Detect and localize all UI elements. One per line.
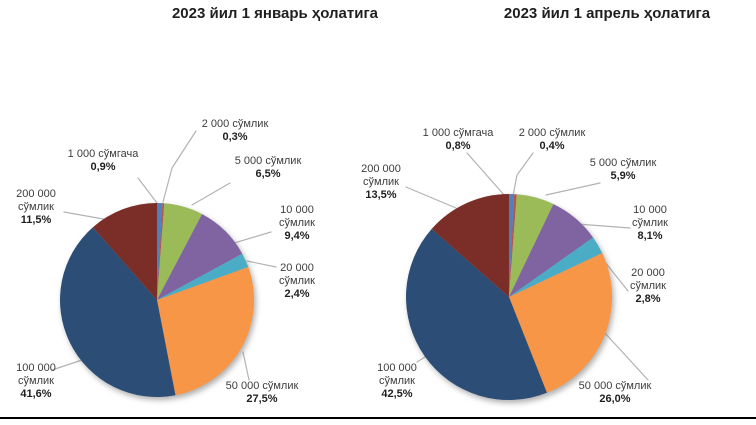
slice-category-label: 50 000 сўмлик	[225, 380, 299, 392]
leader-line	[603, 331, 649, 381]
slice-category-label: 100 000 сўмлик	[377, 362, 417, 387]
slice-percent-label: 9,4%	[284, 230, 310, 242]
leader-line	[466, 152, 506, 197]
chart-title-january: 2023 йил 1 январь ҳолатига	[171, 5, 379, 22]
pie-slice-50-000-сўмлик	[509, 253, 613, 393]
slice-percent-label: 2,8%	[635, 293, 661, 305]
slice-percent-label: 26,0%	[599, 393, 631, 405]
pie-slice-10-000-сўмлик	[509, 204, 594, 297]
slice-category-label: 200 000 сўмлик	[361, 163, 401, 188]
callout-apr-20000: 20 000 сўмлик 2,8%	[618, 267, 678, 306]
pie-slice-10-000-сўмлик	[157, 214, 243, 300]
callout-jan-50000: 50 000 сўмлик 27,5%	[206, 380, 318, 406]
leader-line	[230, 231, 272, 245]
pie-slice-20-000-сўмлик	[157, 253, 249, 300]
slice-percent-label: 0,9%	[90, 161, 116, 173]
leader-line	[162, 130, 197, 203]
slice-category-label: 5 000 сўмлик	[234, 155, 302, 167]
slice-percent-label: 11,5%	[20, 214, 52, 226]
slice-category-label: 10 000 сўмлик	[279, 204, 315, 229]
pie-slice-2-000-сўмлик	[509, 194, 517, 297]
leader-line	[137, 177, 158, 204]
pie-slice-100-000-сўмлик	[405, 228, 547, 401]
slice-percent-label: 6,5%	[255, 168, 281, 180]
bottom-border-line	[0, 417, 756, 419]
callout-jan-100000: 100 000 сўмлик 41,6%	[7, 362, 65, 401]
pie-january	[59, 202, 255, 398]
leader-line	[405, 186, 457, 209]
callout-jan-10000: 10 000 сўмлик 9,4%	[267, 204, 327, 243]
slice-category-label: 200 000 сўмлик	[16, 188, 56, 213]
callout-jan-2000: 2 000 сўмлик 0,3%	[179, 118, 291, 144]
callout-jan-20000: 20 000 сўмлик 2,4%	[267, 262, 327, 301]
pie-slice-5-000-сўмлик	[509, 194, 554, 297]
callout-apr-5000: 5 000 сўмлик 5,9%	[567, 157, 679, 183]
slice-category-label: 10 000 сўмлик	[632, 204, 668, 229]
pie-slice-50-000-сўмлик	[157, 267, 255, 396]
chart-title-april: 2023 йил 1 апрель ҳолатига	[503, 5, 711, 22]
slice-percent-label: 27,5%	[246, 393, 278, 405]
slice-percent-label: 8,1%	[637, 230, 663, 242]
pie-slice-200-000-сўмлик	[431, 194, 509, 297]
pie-slice-1-000-сўмгача	[157, 202, 163, 300]
callout-apr-2000: 2 000 сўмлик 0,4%	[496, 127, 608, 153]
leader-line	[576, 223, 631, 229]
slice-category-label: 100 000 сўмлик	[16, 362, 56, 387]
callout-jan-5000: 5 000 сўмлик 6,5%	[212, 155, 324, 181]
pie-slice-200-000-сўмлик	[92, 203, 157, 300]
slice-category-label: 2 000 сўмлик	[518, 127, 586, 139]
slice-category-label: 2 000 сўмлик	[201, 118, 269, 130]
callout-jan-1000: 1 000 сўмгача 0,9%	[47, 148, 159, 174]
pie-slice-1-000-сўмгача	[509, 194, 515, 297]
callout-apr-10000: 10 000 сўмлик 8,1%	[620, 204, 680, 243]
leader-line	[246, 260, 277, 268]
pie-slice-100-000-сўмлик	[59, 227, 176, 398]
slice-category-label: 50 000 сўмлик	[578, 380, 652, 392]
slice-percent-label: 5,9%	[610, 170, 636, 182]
slice-category-label: 5 000 сўмлик	[589, 157, 657, 169]
callout-jan-200000: 200 000 сўмлик 11,5%	[7, 188, 65, 227]
pie-april	[405, 194, 613, 401]
slice-category-label: 20 000 сўмлик	[279, 262, 315, 287]
slice-percent-label: 41,6%	[20, 388, 52, 400]
callout-apr-50000: 50 000 сўмлик 26,0%	[559, 380, 671, 406]
slice-category-label: 20 000 сўмлик	[630, 267, 666, 292]
slice-percent-label: 2,4%	[284, 288, 310, 300]
slice-percent-label: 0,3%	[222, 131, 248, 143]
leader-line	[242, 351, 250, 381]
leader-line	[545, 182, 601, 196]
slice-category-label: 1 000 сўмгача	[67, 148, 139, 160]
pie-slice-20-000-сўмлик	[509, 237, 603, 297]
slice-percent-label: 42,5%	[381, 388, 413, 400]
slice-percent-label: 0,4%	[539, 140, 565, 152]
leader-line	[512, 152, 534, 197]
callout-apr-100000: 100 000 сўмлик 42,5%	[368, 362, 426, 401]
slice-category-label: 1 000 сўмгача	[422, 127, 494, 139]
pie-slice-5-000-сўмлик	[157, 203, 203, 300]
pie-slice-2-000-сўмлик	[157, 203, 165, 300]
slice-percent-label: 0,8%	[445, 140, 471, 152]
slice-percent-label: 13,5%	[365, 189, 397, 201]
callout-apr-1000: 1 000 сўмгача 0,8%	[402, 127, 514, 153]
leader-line	[191, 182, 231, 206]
callout-apr-200000: 200 000 сўмлик 13,5%	[352, 163, 410, 202]
